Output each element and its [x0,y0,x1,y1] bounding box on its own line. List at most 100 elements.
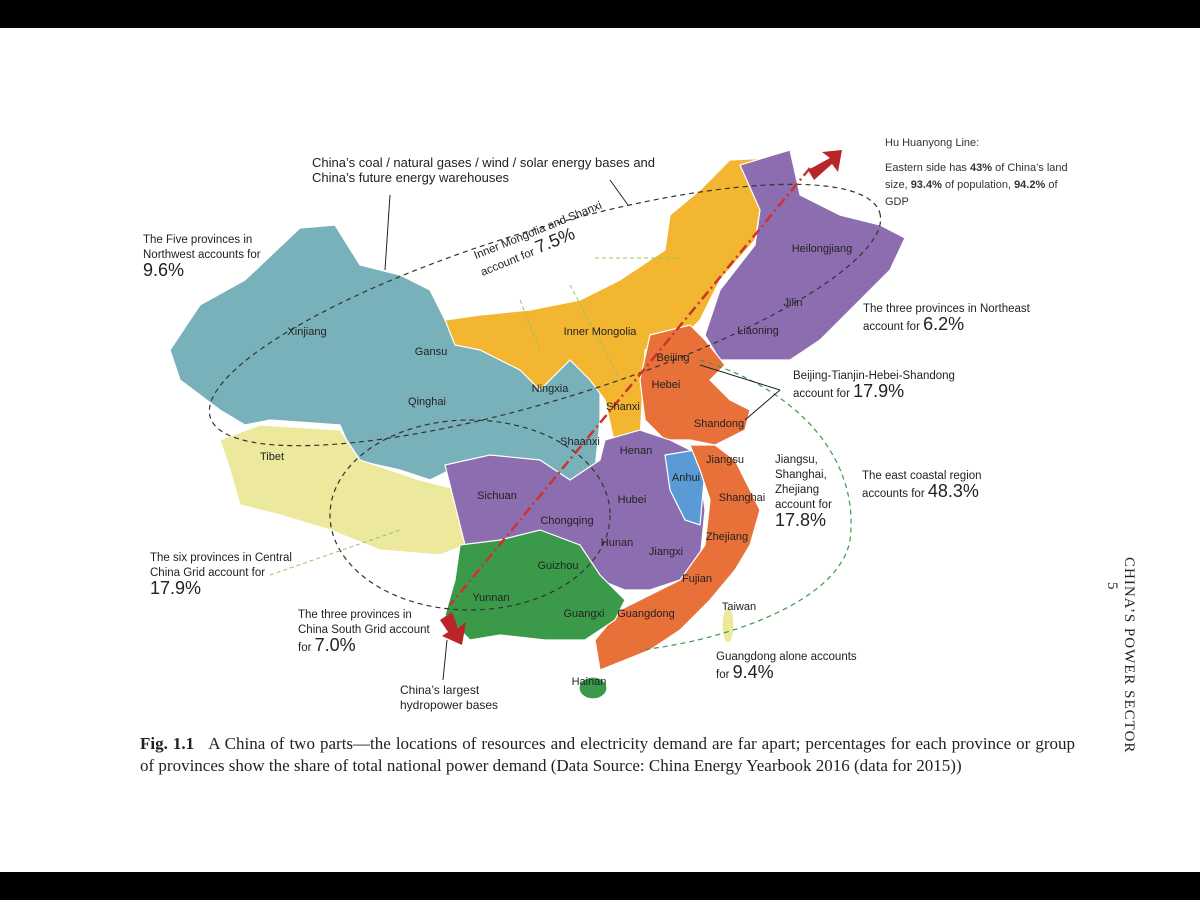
note: Beijing-Tianjin-Hebei-Shandong account fo… [793,369,955,402]
hu-text: of population, [941,179,1015,191]
region-north [639,324,751,446]
hu-line [449,167,811,606]
province-label: Guizhou [538,560,579,572]
note: China’s largest hydropower bases [400,683,498,713]
region-east-coast [594,444,761,671]
leader [442,639,448,681]
hu-note: Hu Huanyong Line: Eastern side has 43% o… [885,135,1070,211]
hu-text: 43% [970,162,993,174]
province-label: Jiangsu [706,454,744,466]
leader [384,194,391,271]
note-line: account for [775,499,832,511]
province-label: Shaanxi [560,436,600,448]
province-label: Fujian [682,573,712,585]
note-row: account for 17.9% [793,382,955,402]
province-label: Hebei [652,379,681,391]
note-line: China Grid account for [150,567,266,579]
province-label: Hainan [572,676,607,688]
note: The six provinces in Central China Grid a… [150,551,292,599]
note-line: The Five provinces in [143,234,253,246]
note: China’s coal / natural gases / wind / so… [312,155,655,185]
note-row: 9.6% [143,260,261,281]
note-line: hydropower bases [400,698,499,712]
province-label: Liaoning [737,325,779,337]
note-value: 6.2% [923,314,965,334]
province-label: Hunan [601,537,633,549]
region-northeast [704,149,906,361]
province-label: Anhui [672,472,700,484]
province-label: Zhejiang [706,531,748,543]
note-line: Zhejiang [775,484,820,496]
province-label: Jiangxi [649,546,683,558]
note-line: accounts for [862,488,925,500]
region-inner-mongolia-shanxi [444,157,781,446]
note-line: China’s future energy warehouses [312,170,510,185]
province-label: Beijing [656,352,689,364]
province-label: Ningxia [532,383,570,395]
province-label: Henan [620,445,652,457]
central-ellipse [329,419,611,611]
province-label: Xinjiang [287,326,326,338]
running-title: CHINA’S POWER SECTOR [1121,557,1137,754]
caption-text: A China of two parts—the locations of re… [140,734,1076,775]
note-value: 17.9% [150,578,202,598]
caption: Fig. 1.1 A China of two parts—the locati… [140,733,1075,777]
note: The three provinces in Northeast account … [863,302,1030,335]
note-line: account for [793,388,850,400]
hu-text: 93.4% [910,179,942,191]
province-label: Sichuan [477,490,517,502]
note-line: Northwest accounts for [143,249,261,261]
note-line: The three provinces in [298,609,412,621]
note-line: account for [863,321,920,333]
note: The three provinces in China South Grid a… [298,608,430,656]
note-value: 9.6% [143,260,185,280]
resource-ellipse [208,183,882,447]
note-line: Jiangsu, [775,454,818,466]
note: Guangdong alone accounts for 9.4% [716,650,857,683]
province-label: Guangxi [564,608,605,620]
note-line: China’s largest [400,683,480,697]
note-line: China’s coal / natural gases / wind / so… [312,155,656,170]
hu-text: 94.2% [1014,179,1046,191]
hu-text: of China’s land size, [885,162,1068,191]
hu-text: Eastern side has [885,162,970,174]
province-label: Yunnan [472,592,509,604]
note: The east coastal region accounts for 48.3… [862,469,982,502]
note-line: China South Grid account [298,624,430,636]
top-bar [0,0,1200,28]
note: Jiangsu, Shanghai, Zhejiang account for 17.8… [775,453,832,531]
note-line: for [298,642,312,654]
note-line: for [716,669,730,681]
leader [519,299,541,351]
province-label: Tibet [260,451,284,463]
note-line: Shanghai, [775,469,827,481]
region-northwest [169,224,601,481]
province-label: Taiwan [722,601,756,613]
bottom-bar [0,872,1200,900]
note-row: 17.8% [775,511,832,531]
leader [609,179,629,206]
note-row: 17.9% [150,578,292,599]
province-label: Shanxi [606,401,640,413]
province-label: Guangdong [617,608,675,620]
note-line: Guangdong alone accounts [716,651,857,663]
note-row: accounts for 48.3% [862,482,982,502]
leader [269,529,401,576]
leader [744,389,781,421]
note: The Five provinces in Northwest accounts … [143,233,261,281]
province-label: Jilin [784,297,803,309]
hu-title: Hu Huanyong Line: [885,137,980,149]
caption-label: Fig. 1.1 [140,734,195,753]
region-tibet [219,424,466,556]
taiwan [721,606,735,644]
province-label: Gansu [415,346,447,358]
running-head: CHINA’S POWER SECTOR5 [1103,557,1137,757]
hu-text: of GDP [885,179,1058,208]
hainan [578,676,608,700]
note-row: for 7.0% [298,636,430,656]
province-label: Chongqing [540,515,593,527]
hu-body: Eastern side has 43% of China’s land siz… [885,160,1070,211]
note-line: The east coastal region [862,470,982,482]
